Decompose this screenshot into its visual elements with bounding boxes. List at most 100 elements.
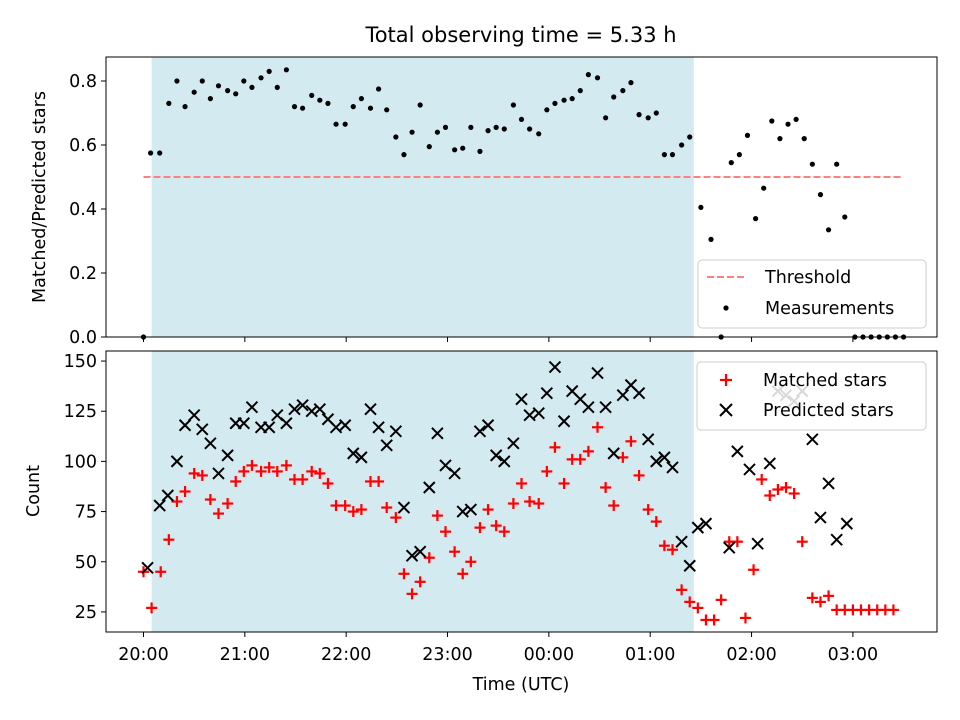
matched-star-point [715, 594, 727, 606]
matched-star-point [449, 546, 461, 558]
matched-star-point [887, 604, 899, 616]
measurement-point [460, 145, 466, 151]
measurement-point [426, 144, 432, 150]
measurement-point [801, 136, 807, 142]
measurement-point [409, 129, 415, 135]
predicted-star-point [582, 400, 595, 414]
predicted-star-point [296, 398, 309, 412]
matched-star-point [541, 465, 553, 477]
matched-star-point [788, 488, 800, 500]
bottom-y-ticks: 25 50 75 100 125 150 [64, 352, 106, 623]
matched-star-point [814, 596, 826, 608]
y-tick-label: 150 [64, 352, 97, 372]
y-tick-label: 0.0 [69, 328, 97, 348]
predicted-star-point [540, 386, 554, 400]
matched-star-point [524, 496, 536, 508]
matched-star-point [246, 459, 258, 471]
matched-star-point [731, 536, 743, 548]
y-tick-label: 100 [64, 452, 97, 472]
predicted-star-point [204, 437, 217, 450]
matched-star-point [212, 508, 224, 520]
measurement-point [645, 115, 651, 121]
predicted-star-point [743, 463, 756, 476]
top-legend-box [697, 259, 927, 329]
x-tick-label: 02:00 [726, 645, 776, 665]
matched-star-point [617, 451, 629, 463]
measurement-point [620, 88, 626, 94]
matched-star-point [306, 465, 318, 477]
measurement-point [636, 112, 642, 118]
measurement-point [825, 227, 832, 233]
matched-star-point [666, 544, 678, 556]
measurement-point [350, 104, 356, 110]
measurement-point [325, 100, 331, 106]
predicted-star-point [607, 447, 620, 460]
predicted-star-point [372, 421, 385, 434]
predicted-star-point [464, 503, 478, 516]
legend-matched-swatch [720, 374, 732, 386]
measurement-point [510, 102, 516, 108]
top-axes-frame [105, 56, 938, 338]
matched-star-point [255, 465, 267, 477]
matched-star-point [171, 496, 183, 508]
measurement-point [147, 150, 154, 156]
predicted-star-point [397, 501, 411, 514]
matched-star-point [684, 596, 696, 608]
matched-star-point [297, 473, 309, 485]
matched-star-point [676, 584, 688, 596]
predicted-star-point [822, 477, 835, 490]
matched-star-point [608, 500, 620, 512]
bottom-legend: Matched stars Predicted stars [696, 361, 927, 431]
predicted-star-point [187, 409, 201, 422]
matched-star-point [516, 477, 527, 489]
measurement-point [527, 126, 533, 132]
predicted-star-point [763, 457, 776, 470]
predicted-star-point [141, 561, 154, 574]
predicted-star-point [355, 451, 368, 464]
predicted-star-point [212, 467, 225, 480]
matched-star-point [439, 526, 451, 538]
matched-star-point [780, 481, 792, 493]
measurement-point [291, 104, 298, 110]
predicted-star-point [196, 423, 209, 436]
predicted-star-point [221, 449, 234, 462]
matched-star-point [823, 590, 835, 602]
measurement-point [679, 142, 685, 148]
measurement-point [611, 94, 617, 100]
matched-star-point [498, 526, 510, 538]
top-y-ticks: 0.0 0.2 0.4 0.6 0.8 [69, 72, 106, 348]
measurement-point [552, 100, 558, 106]
bottom-shaded-span [151, 351, 694, 632]
matched-star-point [708, 614, 720, 626]
measurement-point [669, 152, 676, 158]
predicted-star-point [616, 388, 630, 402]
matched-star-point [457, 568, 469, 580]
measurement-point [233, 91, 239, 97]
y-tick-label: 75 [75, 503, 97, 523]
measurement-point [182, 104, 188, 110]
predicted-stars-series [141, 360, 854, 574]
predicted-star-point [431, 427, 444, 440]
predicted-star-point [280, 417, 293, 430]
predicted-star-point [405, 549, 419, 562]
predicted-star-point [650, 455, 663, 468]
matched-star-point [271, 465, 283, 477]
x-tick-label: 22:00 [321, 645, 371, 665]
measurement-point [157, 150, 163, 156]
y-tick-label: 0.4 [69, 200, 97, 220]
predicted-star-point [515, 392, 528, 406]
measurement-point [191, 89, 197, 95]
matched-star-point [423, 552, 435, 564]
measurement-point [417, 102, 423, 108]
matched-star-point [339, 500, 351, 512]
measurement-point [317, 97, 323, 103]
y-tick-label: 125 [64, 402, 97, 422]
measurement-point [817, 192, 824, 198]
x-tick-label: 21:00 [220, 645, 270, 665]
matched-star-point [355, 504, 367, 516]
matched-star-point [373, 475, 385, 487]
predicted-star-point [523, 409, 536, 422]
matched-star-point [465, 556, 477, 568]
predicted-star-point [666, 461, 679, 474]
measurement-point [769, 118, 775, 124]
